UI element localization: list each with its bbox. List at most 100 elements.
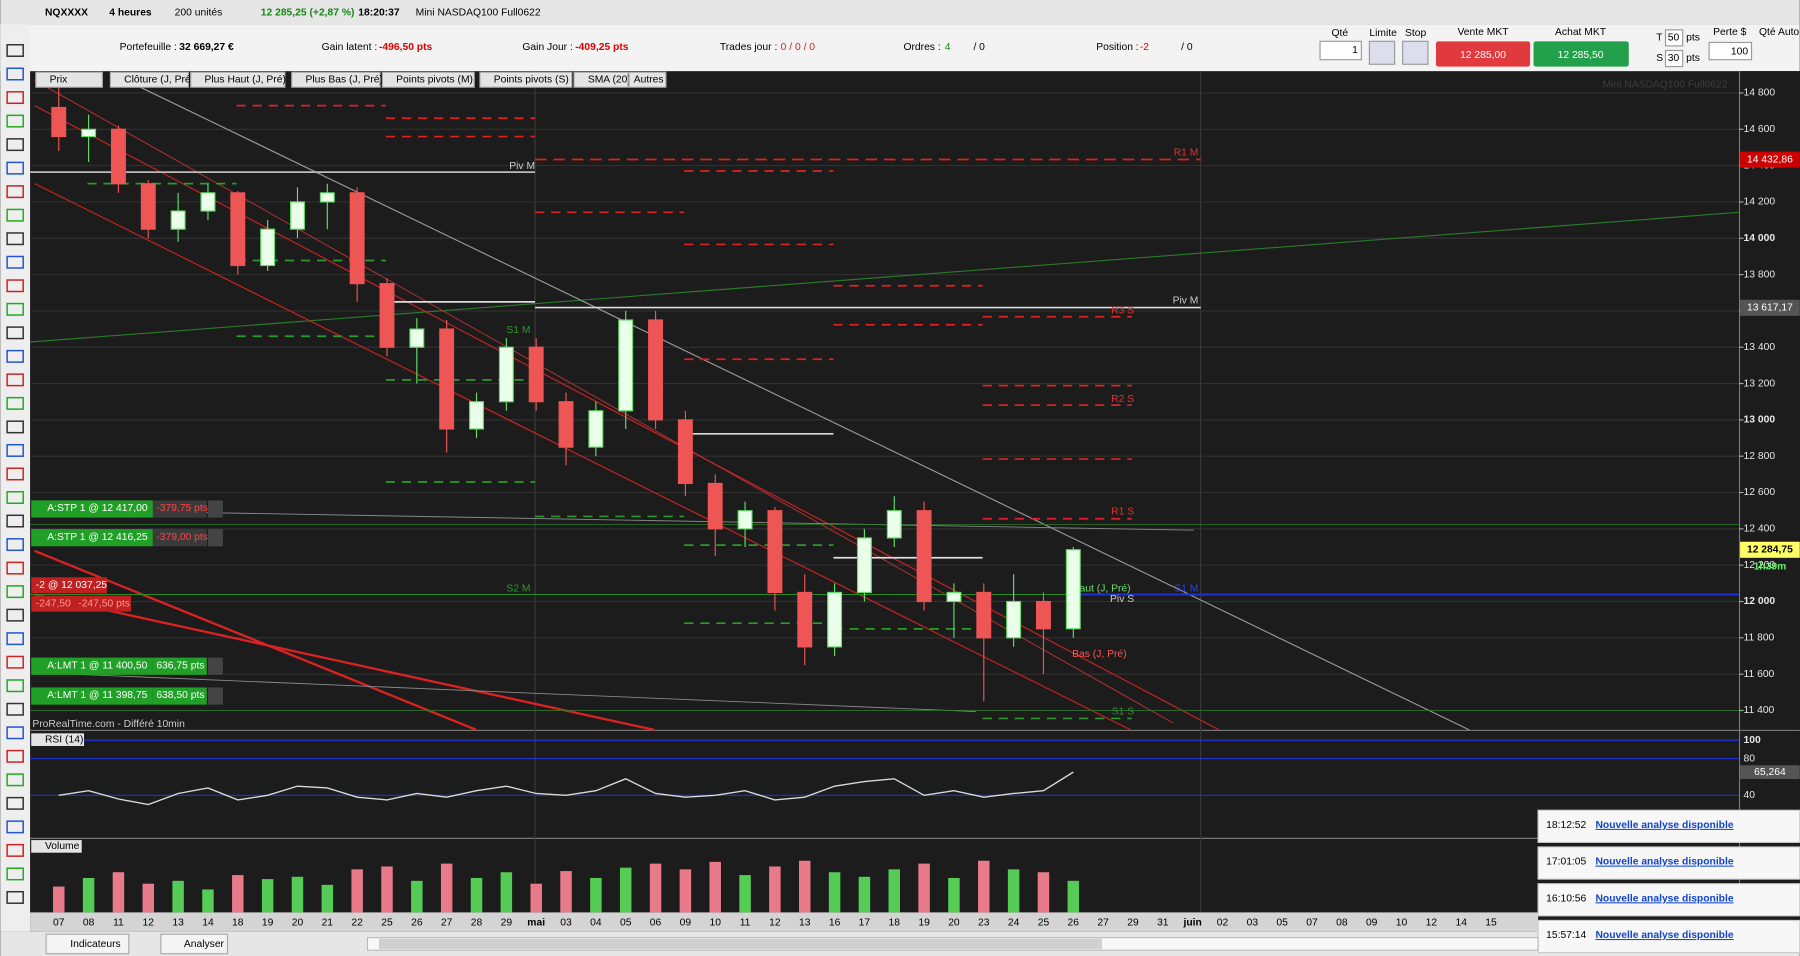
tab-label[interactable]: Prix (50, 74, 69, 85)
notification-link[interactable]: Nouvelle analyse disponible (1595, 930, 1733, 941)
tool-icon[interactable] (6, 373, 24, 387)
t-input[interactable] (1664, 29, 1684, 47)
tool-icon[interactable] (6, 467, 24, 481)
indicator-tab[interactable] (291, 71, 381, 88)
indicators-button[interactable]: Indicateurs (70, 939, 120, 950)
tool-icon[interactable] (6, 161, 24, 175)
notification-link[interactable]: Nouvelle analyse disponible (1595, 820, 1733, 831)
notification-link[interactable]: Nouvelle analyse disponible (1595, 857, 1733, 868)
tab-label[interactable]: SMA (20) (588, 74, 631, 85)
notification[interactable] (1537, 809, 1800, 843)
order-box[interactable] (31, 500, 153, 518)
sell-button[interactable] (1435, 41, 1531, 67)
order-close[interactable] (207, 687, 223, 705)
candle-body (439, 328, 455, 430)
tab-label[interactable]: Points pivots (S) (494, 74, 569, 85)
tool-icon[interactable] (6, 679, 24, 693)
analyze-button[interactable] (160, 933, 229, 955)
indicator-tab[interactable] (381, 71, 475, 88)
indicator-tab[interactable] (479, 71, 573, 88)
order-close[interactable] (207, 657, 223, 675)
indicator-tab[interactable] (109, 71, 190, 88)
tool-icon[interactable] (6, 349, 24, 363)
indicators-button[interactable] (45, 933, 130, 955)
scroll-thumb[interactable] (378, 938, 1102, 950)
tool-icon[interactable] (6, 820, 24, 834)
notification-link[interactable]: Nouvelle analyse disponible (1595, 893, 1733, 904)
sell-price[interactable]: 12 285,00 (1460, 50, 1506, 61)
position-other: / 0 (1181, 42, 1193, 53)
source: ProRealTime.com - Différé 10min (32, 719, 185, 730)
tool-icon[interactable] (6, 632, 24, 646)
volume-bar (112, 872, 125, 913)
tool-icon[interactable] (6, 608, 24, 622)
units[interactable]: 200 unités (175, 7, 223, 18)
tool-icon[interactable] (6, 843, 24, 857)
tool-icon[interactable] (6, 208, 24, 222)
tool-icon[interactable] (6, 867, 24, 881)
tool-icon[interactable] (6, 443, 24, 457)
tool-icon[interactable] (6, 114, 24, 128)
tool-icon[interactable] (6, 255, 24, 269)
tool-icon[interactable] (6, 396, 24, 410)
tab-label[interactable]: Autres (634, 74, 664, 85)
tool-icon[interactable] (6, 279, 24, 293)
tool-icon[interactable] (6, 538, 24, 552)
tool-icon[interactable] (6, 890, 24, 904)
level-label: R1 M (1174, 147, 1199, 158)
tool-icon[interactable] (6, 326, 24, 340)
buy-price[interactable]: 12 285,50 (1558, 50, 1604, 61)
x-tick-label: 14 (1455, 917, 1467, 928)
tool-icon[interactable] (6, 585, 24, 599)
x-tick-label: 25 (1038, 917, 1050, 928)
tool-icon[interactable] (6, 185, 24, 199)
tool-icon[interactable] (6, 138, 24, 152)
s-input[interactable] (1664, 49, 1684, 68)
indicator-tab[interactable] (573, 71, 629, 88)
x-tick-label: 29 (1127, 917, 1139, 928)
tool-icon[interactable] (6, 702, 24, 716)
tool-icon[interactable] (6, 749, 24, 763)
indicator-tab[interactable] (628, 71, 667, 88)
order-box[interactable] (31, 529, 153, 547)
volume-bar (1037, 872, 1050, 913)
timeframe[interactable]: 4 heures (109, 7, 152, 18)
tab-label[interactable]: Points pivots (M) (396, 74, 473, 85)
order-box[interactable] (31, 657, 153, 675)
tool-icon[interactable] (6, 726, 24, 740)
stop-button[interactable] (1402, 40, 1429, 65)
tool-icon[interactable] (6, 514, 24, 528)
order-pnl: -379,75 pts (156, 503, 208, 514)
qty: 1 (1352, 45, 1358, 56)
loss-input[interactable] (1708, 41, 1753, 61)
tool-icon[interactable] (6, 91, 24, 105)
tab-label[interactable]: Plus Haut (J, Pré) (205, 74, 286, 85)
tool-icon[interactable] (6, 44, 24, 57)
tool-icon[interactable] (6, 773, 24, 787)
tab-label[interactable]: Clôture (J, Pré) (124, 74, 194, 85)
symbol[interactable]: NQXXXX (45, 7, 88, 18)
tool-icon[interactable] (6, 491, 24, 504)
tool-icon[interactable] (6, 67, 24, 81)
indicator-tab[interactable] (35, 71, 103, 88)
tool-icon[interactable] (6, 232, 24, 246)
notification[interactable] (1537, 919, 1800, 954)
tool-icon[interactable] (6, 655, 24, 669)
order-close[interactable] (207, 500, 223, 518)
indicator-tab[interactable] (190, 71, 286, 88)
tool-icon[interactable] (6, 796, 24, 810)
order-close[interactable] (207, 529, 223, 547)
buy-button[interactable] (1533, 41, 1629, 67)
analyze-button[interactable]: Analyser (184, 939, 225, 950)
tab-label[interactable]: Plus Bas (J, Pré) (306, 74, 383, 85)
tool-icon[interactable] (6, 302, 24, 316)
position-box[interactable] (31, 577, 107, 594)
tool-icon[interactable] (6, 561, 24, 575)
tool-icon[interactable] (6, 420, 24, 434)
notification[interactable] (1537, 883, 1800, 917)
notification-time: 15:57:14 (1546, 930, 1586, 941)
limit-button[interactable] (1368, 40, 1396, 65)
order-box[interactable] (31, 687, 153, 705)
order-pnl: 638,50 pts (156, 690, 204, 701)
qty-input[interactable] (1319, 40, 1362, 61)
